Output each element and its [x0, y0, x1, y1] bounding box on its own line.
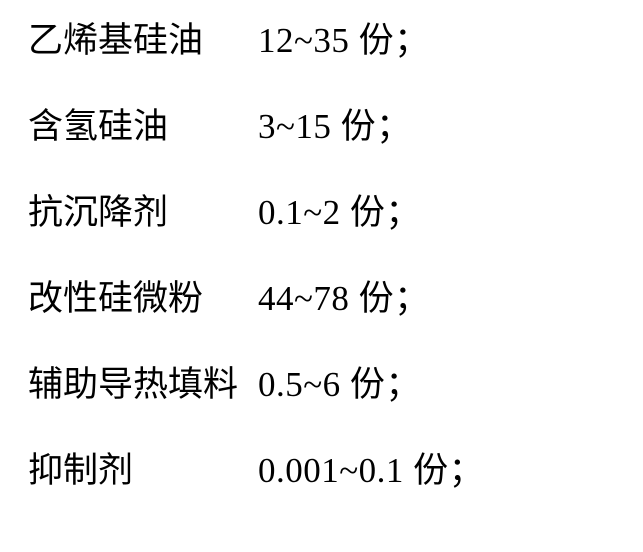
ingredient-value: 0.1~2 份；: [258, 192, 421, 234]
ingredient-list: 乙烯基硅油 12~35 份； 含氢硅油 3~15 份； 抗沉降剂 0.1~2 份…: [0, 0, 643, 512]
ingredient-label: 含氢硅油: [28, 106, 258, 148]
table-row: 抗沉降剂 0.1~2 份；: [28, 192, 615, 234]
ingredient-value: 0.001~0.1 份；: [258, 450, 484, 492]
table-row: 乙烯基硅油 12~35 份；: [28, 20, 615, 62]
ingredient-label: 改性硅微粉: [28, 278, 258, 320]
ingredient-label: 抗沉降剂: [28, 192, 258, 234]
ingredient-label: 乙烯基硅油: [28, 20, 258, 62]
ingredient-label: 抑制剂: [28, 450, 258, 492]
table-row: 辅助导热填料 0.5~6 份；: [28, 364, 615, 406]
table-row: 改性硅微粉 44~78 份；: [28, 278, 615, 320]
ingredient-label: 辅助导热填料: [28, 364, 258, 406]
table-row: 含氢硅油 3~15 份；: [28, 106, 615, 148]
ingredient-value: 0.5~6 份；: [258, 364, 421, 406]
ingredient-value: 12~35 份；: [258, 20, 430, 62]
ingredient-value: 3~15 份；: [258, 106, 412, 148]
ingredient-value: 44~78 份；: [258, 278, 430, 320]
table-row: 抑制剂 0.001~0.1 份；: [28, 450, 615, 492]
